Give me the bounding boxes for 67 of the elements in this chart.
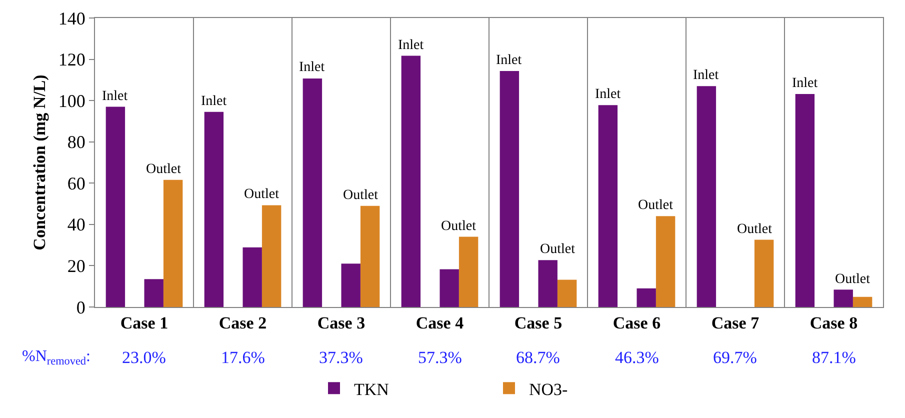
bar xyxy=(242,247,262,307)
bar xyxy=(656,216,676,307)
bar xyxy=(458,236,478,307)
annotation: Inlet xyxy=(792,76,818,91)
x-tick-label: Case 8 xyxy=(810,313,858,332)
bar xyxy=(538,260,558,307)
annotation: Inlet xyxy=(299,60,325,75)
text: 37.3% xyxy=(319,348,363,367)
text: %N$_{removed}$: xyxy=(22,348,90,368)
x-tick-label: Case 2 xyxy=(218,313,267,332)
legend-label: TKN xyxy=(354,380,389,399)
bar xyxy=(500,71,520,307)
bar xyxy=(557,280,577,307)
bar xyxy=(795,94,815,307)
bar xyxy=(302,78,322,307)
annotation: Outlet xyxy=(638,198,674,213)
x-tick-label: Case 6 xyxy=(612,313,661,332)
bar xyxy=(163,180,183,307)
annotation: Outlet xyxy=(244,187,280,202)
y-axis-title: Concentration (mg N/L) xyxy=(30,74,49,250)
text: 57.3% xyxy=(418,348,462,367)
text: 87.1% xyxy=(812,348,856,367)
bar xyxy=(598,105,618,307)
y-tick-label: 40 xyxy=(67,214,86,235)
bar xyxy=(262,205,282,307)
x-tick-label: Case 3 xyxy=(317,313,366,332)
y-tick-label: 100 xyxy=(58,90,86,111)
bar xyxy=(834,290,853,307)
bar xyxy=(696,86,716,307)
annotation: Inlet xyxy=(595,87,621,102)
annotation: Inlet xyxy=(496,53,522,68)
text: 68.7% xyxy=(516,348,560,367)
y-tick-label: 140 xyxy=(58,8,86,28)
bar xyxy=(106,106,126,307)
bar xyxy=(636,288,656,307)
text: 46.3% xyxy=(615,348,659,367)
annotation: Outlet xyxy=(343,188,378,203)
bar xyxy=(401,56,421,307)
x-tick-label: Case 4 xyxy=(416,313,464,332)
y-tick-label: 20 xyxy=(67,256,86,276)
text: 17.6% xyxy=(221,348,265,367)
annotation: Outlet xyxy=(835,272,870,287)
annotation: Inlet xyxy=(693,68,719,83)
bar xyxy=(144,279,164,307)
text: 69.7% xyxy=(713,348,757,367)
annotation: Inlet xyxy=(398,38,424,53)
annotation: Outlet xyxy=(441,219,476,234)
annotation: Outlet xyxy=(737,222,772,237)
annotation: Outlet xyxy=(146,162,182,177)
y-tick-label: 80 xyxy=(67,132,86,152)
legend-label: NO3- xyxy=(529,380,568,399)
y-tick-label: 60 xyxy=(67,173,86,194)
bar xyxy=(360,206,380,307)
x-tick-label: Case 5 xyxy=(514,313,562,332)
x-tick-label: Case 1 xyxy=(120,313,168,332)
annotation: Inlet xyxy=(201,94,227,109)
y-tick-label: 120 xyxy=(58,50,86,70)
bar xyxy=(204,112,224,307)
y-tick-label: 0 xyxy=(76,297,86,318)
annotation: Inlet xyxy=(102,89,128,104)
bar xyxy=(341,264,360,307)
annotation: Outlet xyxy=(540,242,576,257)
bar xyxy=(852,296,872,307)
x-tick-label: Case 7 xyxy=(711,313,760,332)
bar xyxy=(754,240,774,307)
text: 23.0% xyxy=(122,348,166,367)
bar xyxy=(440,269,459,307)
